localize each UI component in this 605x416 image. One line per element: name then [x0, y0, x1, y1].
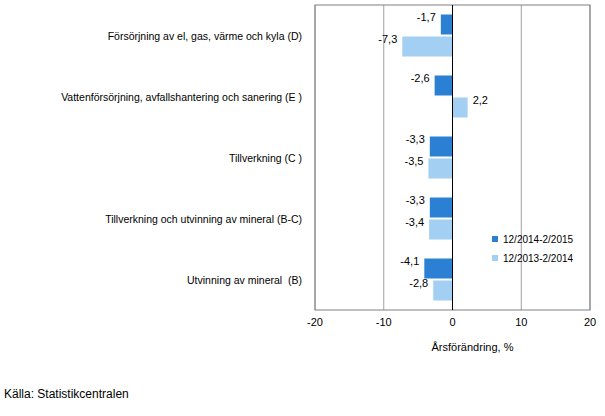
zero-line: [452, 5, 453, 310]
tick-label: -10: [376, 316, 392, 328]
data-label: -3,3: [406, 194, 425, 206]
bar: [453, 98, 468, 118]
category-label: Utvinning av mineral (B): [187, 274, 302, 286]
legend-label: 12/2013-2/2014: [503, 253, 574, 264]
grid-line: [452, 5, 453, 310]
bar: [433, 281, 452, 301]
tick-label: 10: [515, 316, 527, 328]
data-label: -4,1: [400, 255, 419, 267]
grid-line: [383, 5, 384, 310]
axis-label: Årsförändring, %: [432, 341, 514, 353]
bar: [424, 259, 452, 279]
bar: [441, 15, 453, 35]
tick-label: 0: [449, 316, 455, 328]
category-label: Tillverkning och utvinning av mineral (B…: [105, 213, 302, 225]
bar: [428, 159, 452, 179]
plot-frame: [315, 5, 590, 310]
data-labels: -1,7 -2,6 -3,3 -3,3 -4,1 -7,3 2,2 -3,5 -3,4 -2,8: [378, 11, 488, 289]
chart: -1,7 -2,6 -3,3 -3,3 -4,1 -7,3 2,2 -3,5 -3,4 -2,8 F…: [0, 0, 605, 416]
legend-label: 12/2014-2/2015: [503, 234, 574, 245]
data-label: 2,2: [473, 94, 488, 106]
data-label: -3,4: [405, 216, 424, 228]
data-label: -1,7: [417, 11, 436, 23]
bar: [430, 137, 453, 157]
bar: [402, 37, 452, 57]
bar: [430, 198, 453, 218]
data-label: -2,8: [409, 277, 428, 289]
legend-swatch: [492, 255, 498, 261]
source: Källa: Statistikcentralen: [4, 387, 129, 401]
category-label: Vattenförsörjning, avfallshantering och …: [61, 91, 302, 103]
legend-swatch: [492, 236, 498, 242]
bar: [429, 220, 452, 240]
tick-label: 20: [584, 316, 596, 328]
category-label: Försörjning av el, gas, värme och kyla (…: [108, 30, 302, 42]
data-label: -7,3: [378, 33, 397, 45]
bar: [435, 76, 453, 96]
grid-line: [521, 5, 522, 310]
tick-label: -20: [307, 316, 323, 328]
data-label: -2,6: [411, 72, 430, 84]
data-label: -3,3: [406, 133, 425, 145]
data-label: -3,5: [404, 155, 423, 167]
category-label: Tillverkning (C ): [229, 152, 302, 164]
